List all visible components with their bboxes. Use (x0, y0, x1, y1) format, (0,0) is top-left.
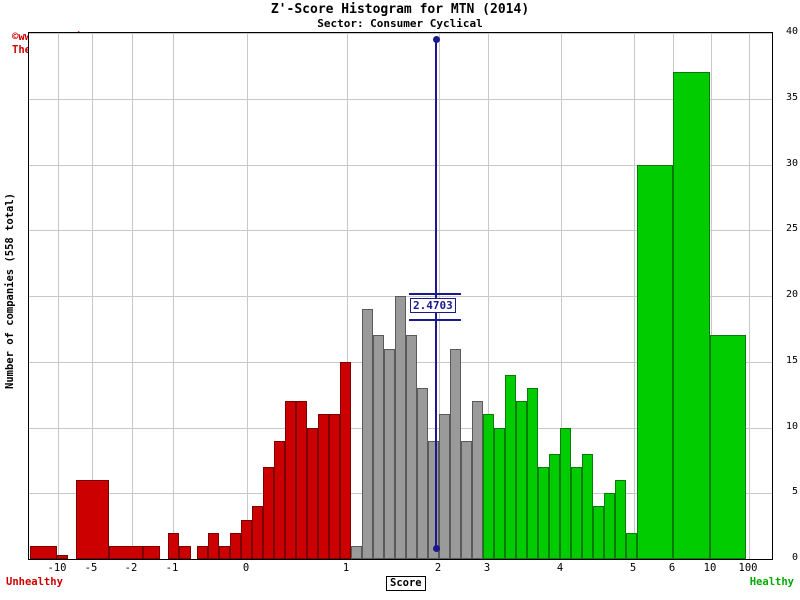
histogram-bar (208, 532, 219, 559)
histogram-bar (428, 440, 439, 559)
histogram-bar (285, 401, 296, 559)
plot-area: 2.4703 (28, 32, 773, 560)
histogram-bar (604, 493, 615, 559)
histogram-bar (710, 335, 746, 559)
histogram-bar (538, 466, 549, 559)
histogram-bar (571, 466, 582, 559)
x-tick-label: 4 (556, 562, 564, 574)
x-tick-label: 3 (483, 562, 491, 574)
gridline-horizontal (29, 164, 772, 166)
gridline-vertical (488, 33, 489, 559)
score-marker-dot-top (432, 36, 440, 43)
x-tick-label: 0 (242, 562, 250, 574)
histogram-bar (483, 414, 494, 559)
chart-subtitle: Sector: Consumer Cyclical (317, 17, 483, 30)
histogram-bar (516, 401, 527, 559)
gridline-horizontal (29, 230, 772, 232)
gridline-vertical (634, 33, 635, 559)
histogram-bar (549, 453, 560, 559)
histogram-bar (362, 309, 373, 559)
gridline-vertical (561, 33, 562, 559)
histogram-bar (505, 374, 516, 559)
histogram-bar (527, 388, 538, 559)
score-value-label: 2.4703 (410, 298, 456, 313)
histogram-bar (395, 296, 406, 559)
histogram-bar (168, 532, 179, 559)
histogram-bar (274, 440, 285, 559)
unhealthy-label: Unhealthy (6, 576, 63, 588)
histogram-bar (494, 427, 505, 559)
score-marker-tick (409, 319, 461, 321)
histogram-bar (582, 453, 593, 559)
histogram-bar (615, 480, 626, 559)
histogram-bar (472, 401, 483, 559)
histogram-bar (263, 466, 274, 559)
histogram-bar (560, 427, 571, 559)
histogram-bar (340, 361, 351, 559)
page-title: Z'-Score Histogram for MTN (2014) (270, 2, 530, 17)
gridline-vertical (711, 33, 712, 559)
score-marker-tick (409, 293, 461, 295)
histogram-bar (30, 545, 57, 559)
histogram-bar (593, 506, 604, 559)
x-tick-label: 6 (668, 562, 676, 574)
gridline-vertical (92, 33, 93, 559)
histogram-bar (318, 414, 329, 559)
healthy-label: Healthy (749, 576, 794, 588)
x-tick-label: 10 (703, 562, 717, 574)
histogram-bar (307, 427, 318, 559)
gridline-horizontal (29, 98, 772, 100)
histogram-bar (439, 414, 450, 559)
histogram-bar (219, 545, 230, 559)
histogram-bar (230, 532, 241, 559)
x-tick-label: 2 (434, 562, 442, 574)
gridline-vertical (58, 33, 59, 559)
score-marker-dot-bottom (432, 545, 440, 552)
gridline-vertical (132, 33, 133, 559)
histogram-bar (252, 506, 263, 559)
histogram-bar (406, 335, 417, 559)
x-tick-label: 1 (342, 562, 350, 574)
gridline-vertical (749, 33, 750, 559)
histogram-bar (637, 164, 673, 559)
histogram-bar (143, 545, 160, 559)
x-tick-label: -5 (84, 562, 98, 574)
gridline-vertical (247, 33, 248, 559)
x-tick-label: 100 (738, 562, 758, 574)
x-tick-label: 5 (629, 562, 637, 574)
histogram-bar (417, 388, 428, 559)
x-tick-label: -10 (47, 562, 67, 574)
histogram-bar (450, 348, 461, 559)
histogram-bar (241, 519, 252, 559)
histogram-bar (329, 414, 340, 559)
gridline-vertical (439, 33, 440, 559)
x-axis-title: Score (386, 576, 426, 591)
gridline-horizontal (29, 33, 772, 34)
histogram-bar (57, 555, 68, 559)
histogram-bar (461, 440, 472, 559)
histogram-bar (76, 480, 109, 559)
histogram-bar (296, 401, 307, 559)
histogram-bar (197, 545, 208, 559)
histogram-bar (351, 545, 362, 559)
histogram-bar (109, 545, 143, 559)
gridline-vertical (347, 33, 348, 559)
x-tick-label: -1 (165, 562, 179, 574)
histogram-bar (626, 532, 637, 559)
histogram-bar (179, 545, 191, 559)
histogram-bar (384, 348, 395, 559)
x-tick-label: -2 (124, 562, 138, 574)
histogram-bar (373, 335, 384, 559)
gridline-vertical (173, 33, 174, 559)
histogram-bar (673, 72, 710, 559)
